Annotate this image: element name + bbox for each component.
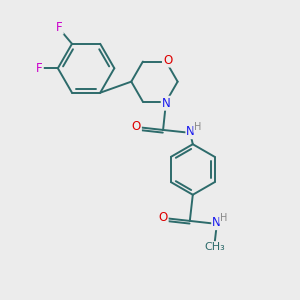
Text: F: F xyxy=(36,62,43,75)
Text: CH₃: CH₃ xyxy=(204,242,225,252)
Text: H: H xyxy=(220,213,227,223)
Text: O: O xyxy=(132,120,141,133)
Text: O: O xyxy=(158,211,168,224)
Text: F: F xyxy=(56,21,63,34)
Text: N: N xyxy=(186,125,195,138)
Text: O: O xyxy=(163,54,172,67)
Text: N: N xyxy=(212,216,221,229)
Text: H: H xyxy=(194,122,202,132)
Text: N: N xyxy=(162,97,170,110)
